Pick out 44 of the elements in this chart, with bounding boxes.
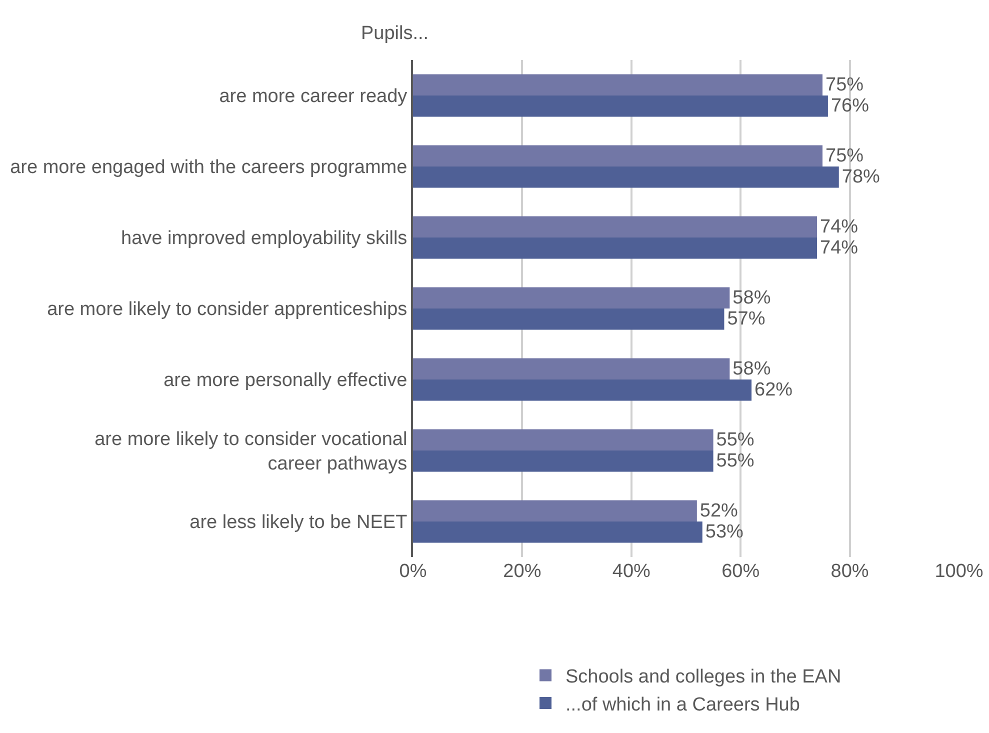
data-label: 74% [820, 216, 858, 238]
x-tick-label: 0% [399, 561, 427, 582]
bar [413, 450, 714, 472]
data-label: 55% [716, 450, 754, 472]
data-label: 58% [732, 287, 771, 308]
x-tick-label: 20% [503, 561, 542, 582]
y-tick-label: are more likely to consider apprenticeships [47, 299, 408, 320]
data-label: 53% [705, 522, 744, 543]
bar [413, 429, 714, 450]
legend-label: ...of which in a Careers Hub [566, 694, 800, 716]
bar [413, 166, 839, 188]
bar [413, 216, 818, 238]
data-label: 78% [842, 166, 880, 188]
data-label: 57% [727, 308, 766, 330]
y-tick-label: are more likely to consider vocational career pathways [94, 428, 408, 474]
bar [413, 238, 818, 259]
bar [413, 74, 822, 96]
data-label: 52% [700, 500, 738, 522]
bar [413, 380, 752, 401]
data-label: 55% [716, 429, 754, 450]
x-tick-label: 60% [722, 561, 760, 582]
bar [413, 358, 730, 380]
y-tick-label: are less likely to be NEET [190, 512, 408, 534]
data-label: 75% [826, 74, 864, 96]
data-label: 62% [754, 380, 793, 401]
bar [413, 308, 724, 330]
x-tick-label: 40% [612, 561, 651, 582]
bar [413, 500, 697, 522]
bar [413, 145, 822, 166]
data-label: 74% [820, 238, 858, 259]
data-label: 58% [732, 358, 771, 380]
data-label: 75% [826, 145, 864, 166]
x-tick-label: 80% [830, 561, 869, 582]
x-tick-label: 100% [934, 561, 984, 582]
y-tick-label: have improved employability skills [121, 228, 408, 250]
y-tick-label: are more engaged with the careers programme [10, 157, 408, 178]
bar [413, 96, 828, 117]
bar [413, 522, 702, 543]
y-tick-label: are more personally effective [164, 370, 408, 392]
bar [413, 287, 730, 308]
data-label: 76% [830, 96, 870, 117]
y-tick-label: are more career ready [219, 86, 408, 108]
chart-title: Pupils... [360, 22, 429, 44]
legend-label: Schools and colleges in the EAN [566, 666, 842, 688]
